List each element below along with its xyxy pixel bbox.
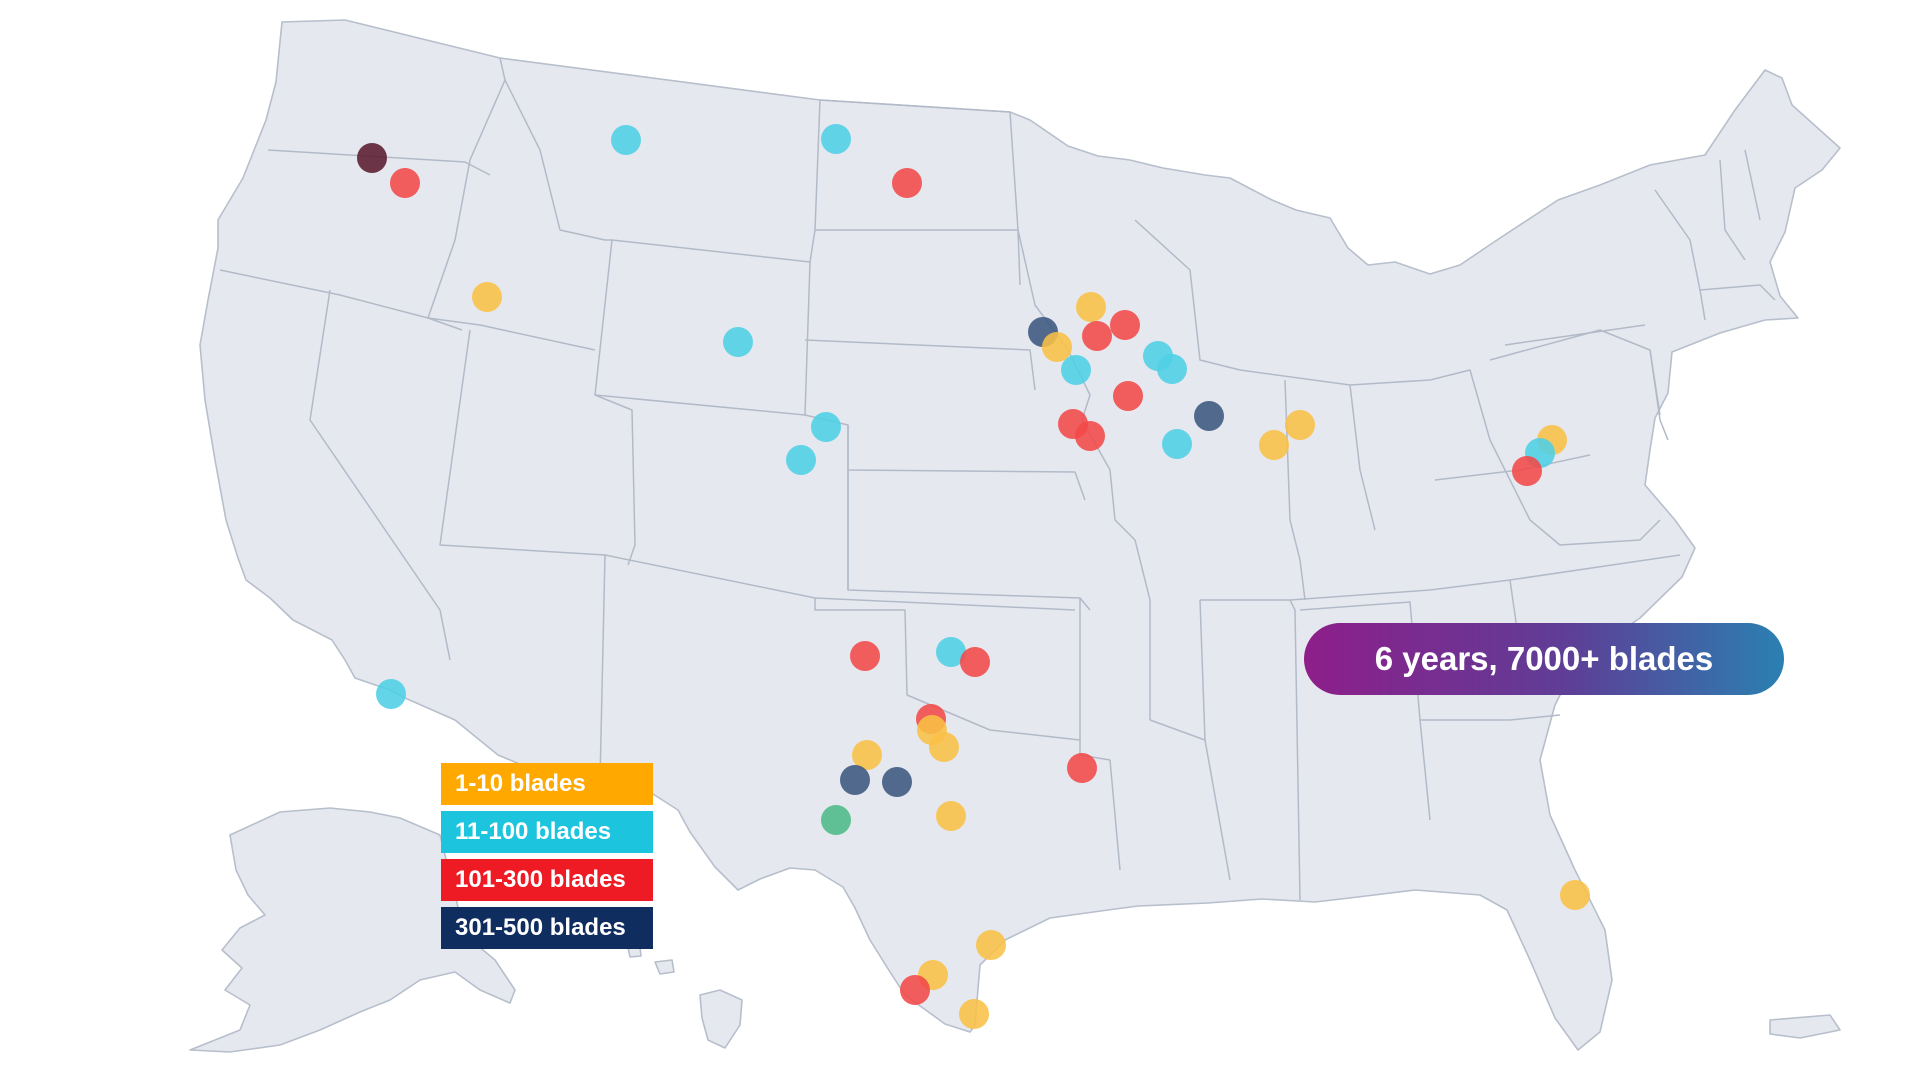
site-marker-range-11-100 — [936, 637, 966, 667]
site-marker-range-1-10 — [472, 282, 502, 312]
legend: 1-10 blades 11-100 blades 101-300 blades… — [441, 763, 653, 955]
site-marker-range-11-100 — [811, 412, 841, 442]
site-marker-range-11-100 — [1061, 355, 1091, 385]
alaska-shape — [189, 807, 516, 1053]
site-marker-range-1-10 — [1042, 332, 1072, 362]
site-marker-range-11-100 — [786, 445, 816, 475]
site-marker-range-301-500 — [1194, 401, 1224, 431]
site-marker-range-101-300 — [1067, 753, 1097, 783]
hawaii-island-2 — [654, 959, 675, 975]
site-marker-range-1-10 — [1285, 410, 1315, 440]
site-marker-range-101-300 — [892, 168, 922, 198]
site-marker-range-101-300 — [1512, 456, 1542, 486]
site-marker-range-101-300 — [850, 641, 880, 671]
site-marker-range-101-300 — [900, 975, 930, 1005]
legend-item-11-100: 11-100 blades — [441, 811, 653, 853]
site-marker-dark-marker — [357, 143, 387, 173]
site-marker-range-11-100 — [611, 125, 641, 155]
site-marker-range-1-10 — [1076, 292, 1106, 322]
site-marker-range-1-10 — [1259, 430, 1289, 460]
legend-item-101-300: 101-300 blades — [441, 859, 653, 901]
site-marker-range-1-10 — [1560, 880, 1590, 910]
site-marker-range-101-300 — [1082, 321, 1112, 351]
site-marker-range-101-300 — [960, 647, 990, 677]
site-marker-range-1-10 — [929, 732, 959, 762]
site-marker-range-11-100 — [1157, 354, 1187, 384]
site-marker-range-101-300 — [1075, 421, 1105, 451]
site-marker-range-11-100 — [821, 124, 851, 154]
site-marker-green-marker — [821, 805, 851, 835]
site-marker-range-301-500 — [882, 767, 912, 797]
site-marker-range-301-500 — [840, 765, 870, 795]
state-borders — [219, 57, 1776, 901]
site-marker-range-1-10 — [852, 740, 882, 770]
site-marker-range-1-10 — [936, 801, 966, 831]
site-marker-range-11-100 — [723, 327, 753, 357]
legend-item-1-10: 1-10 blades — [441, 763, 653, 805]
us-landmass — [189, 19, 1841, 1053]
site-marker-range-101-300 — [1113, 381, 1143, 411]
site-marker-range-1-10 — [976, 930, 1006, 960]
site-marker-range-101-300 — [390, 168, 420, 198]
blade-site-markers — [357, 124, 1590, 1029]
site-marker-range-11-100 — [376, 679, 406, 709]
legend-item-301-500: 301-500 blades — [441, 907, 653, 949]
callout-badge: 6 years, 7000+ blades — [1304, 623, 1784, 695]
site-marker-range-11-100 — [1162, 429, 1192, 459]
site-marker-range-1-10 — [959, 999, 989, 1029]
site-marker-range-101-300 — [1110, 310, 1140, 340]
hawaii-shape — [699, 989, 743, 1049]
island-east — [1769, 1014, 1841, 1039]
